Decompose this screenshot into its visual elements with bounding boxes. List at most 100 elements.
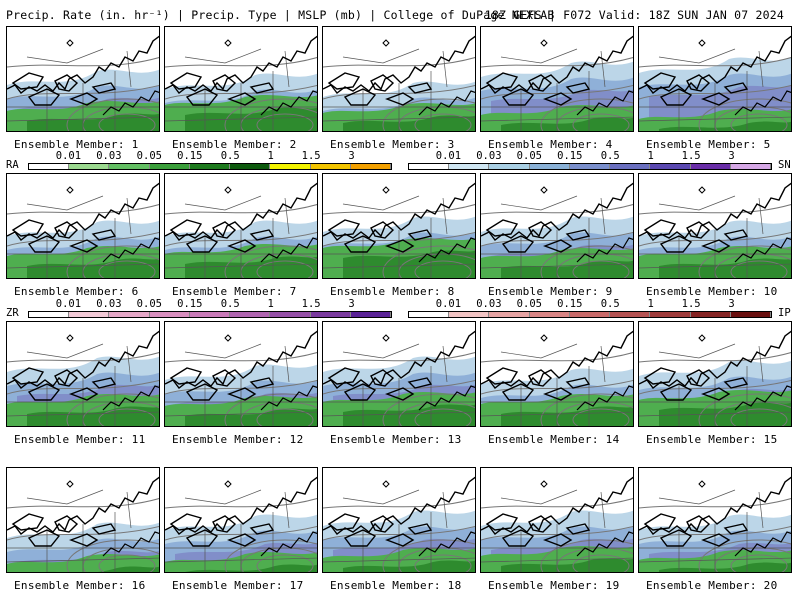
colorbar-segment: [189, 164, 231, 169]
precip-map: [7, 322, 159, 426]
ensemble-member-map: [6, 467, 160, 573]
colorbar-segment: [350, 312, 391, 317]
legend-tick-label: 0.01: [55, 150, 82, 162]
colorbar-segment: [109, 164, 150, 169]
ensemble-member-map: [6, 321, 160, 427]
colorbar-segment: [230, 312, 271, 317]
precip-map: [165, 468, 317, 572]
ensemble-member-label: Ensemble Member: 17: [172, 579, 304, 592]
sleet-legend: IP 0.01 0.03 0.05 0.15 0.5 1 1.5 3: [400, 298, 800, 319]
colorbar-segment: [529, 164, 570, 169]
legend-tick-label: 1: [267, 150, 274, 162]
legend-tick-label: 0.03: [96, 298, 122, 310]
colorbar-segment: [730, 312, 771, 317]
colorbar-segment: [149, 164, 190, 169]
colorbar-segment: [489, 164, 530, 169]
ensemble-member-map: [480, 467, 634, 573]
ensemble-member-map: [480, 26, 634, 132]
colorbar-segment: [449, 312, 490, 317]
legend-tick-label: 0.03: [476, 298, 502, 310]
colorbar-segment: [650, 312, 691, 317]
legend-label-ip: IP: [778, 307, 791, 319]
ensemble-member-map: [6, 26, 160, 132]
legend-tick-label: 0.03: [96, 150, 122, 162]
colorbar-segment: [569, 164, 611, 169]
ensemble-member-map: [164, 26, 318, 132]
ensemble-member-map: [480, 321, 634, 427]
legend-tick-label: 0.5: [600, 298, 620, 310]
legend-tick-label: 0.15: [177, 298, 203, 310]
precip-map: [639, 468, 791, 572]
legend-label-zr: ZR: [6, 307, 19, 319]
legend-tick-label: 0.15: [177, 150, 203, 162]
legend-tick-label: 0.03: [476, 150, 502, 162]
precip-map: [165, 27, 317, 131]
ensemble-member-label: Ensemble Member: 5: [646, 138, 771, 151]
ensemble-member-label: Ensemble Member: 13: [330, 433, 462, 446]
precip-map: [323, 322, 475, 426]
snow-legend: SN 0.01 0.03 0.05 0.15 0.5 1 1.5 3: [400, 150, 800, 171]
ensemble-member-map: [322, 321, 476, 427]
ensemble-member-map: [638, 173, 792, 279]
precip-map: [323, 174, 475, 278]
legend-tick-label: 3: [728, 150, 735, 162]
colorbar-segment: [350, 164, 391, 169]
legend-tick-label: 0.15: [557, 298, 583, 310]
legend-tick-label: 0.01: [435, 150, 462, 162]
colorbar-segment: [149, 312, 190, 317]
legend-tick-label: 3: [348, 298, 355, 310]
legend-tick-label: 0.05: [136, 150, 162, 162]
legend-tick-label: 0.15: [557, 150, 583, 162]
precip-map: [639, 322, 791, 426]
colorbar-segment: [409, 312, 450, 317]
ensemble-member-map: [638, 467, 792, 573]
freezing-rain-legend: ZR 0.01 0.03 0.05 0.15 0.5 1 1.5 3: [0, 298, 400, 319]
header-title: Precip. Rate (in. hr⁻¹) | Precip. Type |…: [6, 8, 555, 22]
ensemble-member-map: [638, 26, 792, 132]
legend-tick-label: 1.5: [301, 298, 321, 310]
colorbar-segment: [270, 312, 311, 317]
snow-colorbar: [408, 163, 772, 170]
ensemble-member-map: [322, 26, 476, 132]
precip-map: [481, 468, 633, 572]
precip-map: [639, 174, 791, 278]
legend-tick-label: 0.01: [435, 298, 462, 310]
precip-map: [323, 468, 475, 572]
colorbar-segment: [650, 164, 691, 169]
colorbar-segment: [189, 312, 231, 317]
ensemble-member-map: [322, 467, 476, 573]
colorbar-segment: [69, 312, 110, 317]
ensemble-member-label: Ensemble Member: 18: [330, 579, 462, 592]
colorbar-segment: [310, 312, 351, 317]
colorbar-segment: [409, 164, 450, 169]
colorbar-segment: [69, 164, 110, 169]
precip-map: [481, 27, 633, 131]
colorbar-segment: [29, 164, 70, 169]
ensemble-member-label: Ensemble Member: 9: [488, 285, 613, 298]
colorbar-segment: [449, 164, 490, 169]
legend-tick-label: 0.05: [136, 298, 162, 310]
colorbar-segment: [29, 312, 70, 317]
ensemble-member-map: [322, 173, 476, 279]
precip-map: [481, 174, 633, 278]
legend-label-ra: RA: [6, 159, 19, 171]
precip-map: [639, 27, 791, 131]
ensemble-member-label: Ensemble Member: 10: [646, 285, 778, 298]
ensemble-member-label: Ensemble Member: 8: [330, 285, 455, 298]
colorbar-segment: [569, 312, 611, 317]
precip-map: [7, 468, 159, 572]
ensemble-member-label: Ensemble Member: 20: [646, 579, 778, 592]
ensemble-member-label: Ensemble Member: 19: [488, 579, 620, 592]
ensemble-member-label: Ensemble Member: 7: [172, 285, 297, 298]
ensemble-member-label: Ensemble Member: 1: [14, 138, 139, 151]
ensemble-member-label: Ensemble Member: 14: [488, 433, 620, 446]
legend-tick-label: 1: [647, 298, 654, 310]
legend-tick-label: 0.05: [516, 150, 542, 162]
ensemble-member-label: Ensemble Member: 11: [14, 433, 146, 446]
ensemble-member-map: [164, 467, 318, 573]
ensemble-member-label: Ensemble Member: 3: [330, 138, 455, 151]
legend-tick-label: 3: [348, 150, 355, 162]
ensemble-member-map: [6, 173, 160, 279]
ensemble-member-label: Ensemble Member: 2: [172, 138, 297, 151]
colorbar-segment: [489, 312, 530, 317]
